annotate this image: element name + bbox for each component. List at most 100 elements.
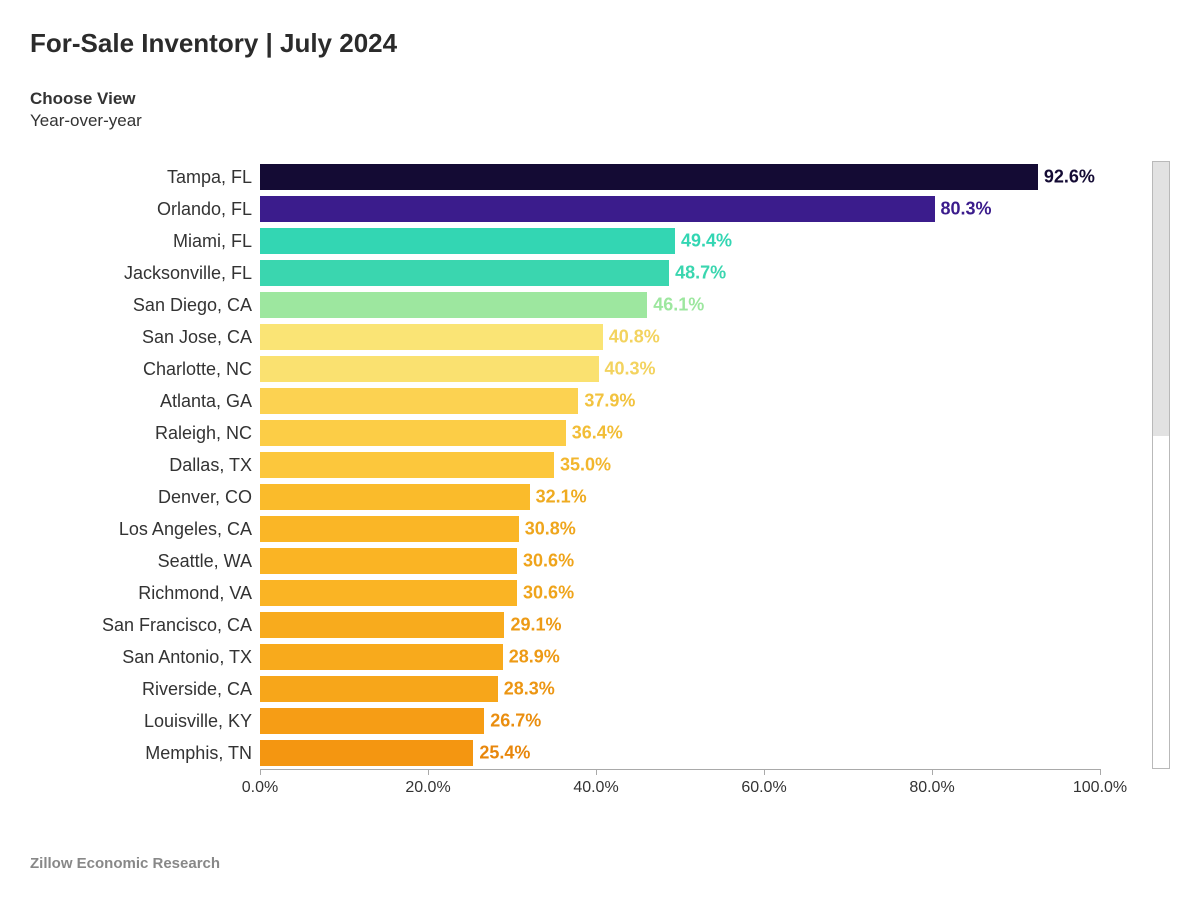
table-row: Louisville, KY26.7% [30,705,1140,737]
bar-value: 35.0% [560,455,611,476]
table-row: Los Angeles, CA 30.8% [30,513,1140,545]
bar-area: 49.4% [260,225,1100,257]
page-title: For-Sale Inventory | July 2024 [30,28,1170,59]
table-row: San Francisco, CA 29.1% [30,609,1140,641]
chart-main: Tampa, FL92.6% Orlando, FL 80.3% Miami, FL4… [30,161,1140,809]
row-label: Raleigh, NC [30,423,260,444]
tick-mark [932,769,933,775]
bar-area: 40.8% [260,321,1100,353]
tick-mark [1100,769,1101,775]
table-row: San Jose, CA 40.8% [30,321,1140,353]
chart-rows: Tampa, FL92.6% Orlando, FL 80.3% Miami, FL4… [30,161,1140,769]
tick-label: 80.0% [909,779,954,797]
bar[interactable] [260,228,675,254]
x-axis: 0.0%20.0%40.0%60.0%80.0%100.0% [260,769,1100,809]
bar-value: 30.8% [525,519,576,540]
bar[interactable] [260,324,603,350]
tick-label: 0.0% [242,779,278,797]
row-label: Riverside, CA [30,679,260,700]
row-label: San Antonio, TX [30,647,260,668]
row-label: Seattle, WA [30,551,260,572]
table-row: Tampa, FL92.6% [30,161,1140,193]
bar[interactable] [260,196,935,222]
table-row: Denver, CO32.1% [30,481,1140,513]
bar-value: 37.9% [584,391,635,412]
bar-area: 29.1% [260,609,1100,641]
view-selector-label: Choose View [30,89,1170,109]
table-row: San Antonio, TX 28.9% [30,641,1140,673]
bar-area: 36.4% [260,417,1100,449]
bar[interactable] [260,452,554,478]
bar[interactable] [260,580,517,606]
bar-area: 92.6% [260,161,1100,193]
bar[interactable] [260,260,669,286]
table-row: Richmond, VA30.6% [30,577,1140,609]
row-label: Memphis, TN [30,743,260,764]
bar[interactable] [260,484,530,510]
view-selector[interactable]: Choose View Year-over-year [30,89,1170,131]
bar[interactable] [260,708,484,734]
table-row: Atlanta, GA37.9% [30,385,1140,417]
bar[interactable] [260,676,498,702]
bar-area: 32.1% [260,481,1100,513]
bar[interactable] [260,292,647,318]
table-row: Jacksonville, FL 48.7% [30,257,1140,289]
bar-value: 92.6% [1044,167,1095,188]
bar[interactable] [260,164,1038,190]
table-row: Orlando, FL 80.3% [30,193,1140,225]
bar-area: 48.7% [260,257,1100,289]
bar-area: 35.0% [260,449,1100,481]
row-label: Charlotte, NC [30,359,260,380]
bar-value: 40.8% [609,327,660,348]
bar-value: 29.1% [510,615,561,636]
bar-value: 36.4% [572,423,623,444]
bar-area: 40.3% [260,353,1100,385]
tick-mark [596,769,597,775]
row-label: San Francisco, CA [30,615,260,636]
bar-area: 30.6% [260,545,1100,577]
table-row: Charlotte, NC40.3% [30,353,1140,385]
bar-value: 46.1% [653,295,704,316]
row-label: Orlando, FL [30,199,260,220]
bar-area: 28.9% [260,641,1100,673]
row-label: San Diego, CA [30,295,260,316]
tick-label: 60.0% [741,779,786,797]
row-label: Los Angeles, CA [30,519,260,540]
bar[interactable] [260,548,517,574]
table-row: Raleigh, NC 36.4% [30,417,1140,449]
bar-value: 48.7% [675,263,726,284]
view-selector-value: Year-over-year [30,111,1170,131]
bar[interactable] [260,644,503,670]
row-label: San Jose, CA [30,327,260,348]
bar-value: 80.3% [941,199,992,220]
vertical-scrollbar[interactable] [1152,161,1170,769]
table-row: Dallas, TX 35.0% [30,449,1140,481]
bar-area: 26.7% [260,705,1100,737]
bar-area: 25.4% [260,737,1100,769]
bar[interactable] [260,740,473,766]
bar-value: 49.4% [681,231,732,252]
bar[interactable] [260,356,599,382]
chart-container: For-Sale Inventory | July 2024 Choose Vi… [0,0,1200,900]
table-row: Miami, FL49.4% [30,225,1140,257]
row-label: Richmond, VA [30,583,260,604]
tick-mark [428,769,429,775]
tick-label: 20.0% [405,779,450,797]
scrollbar-thumb[interactable] [1153,162,1169,436]
bar-area: 80.3% [260,193,1100,225]
row-label: Jacksonville, FL [30,263,260,284]
bar-value: 25.4% [479,743,530,764]
row-label: Denver, CO [30,487,260,508]
bar[interactable] [260,388,578,414]
footer-attribution: Zillow Economic Research [30,855,220,872]
table-row: Riverside, CA28.3% [30,673,1140,705]
bar-value: 28.9% [509,647,560,668]
bar-area: 30.8% [260,513,1100,545]
bar[interactable] [260,612,504,638]
tick-mark [764,769,765,775]
bar-area: 37.9% [260,385,1100,417]
bar[interactable] [260,420,566,446]
bar[interactable] [260,516,519,542]
table-row: Seattle, WA30.6% [30,545,1140,577]
row-label: Dallas, TX [30,455,260,476]
